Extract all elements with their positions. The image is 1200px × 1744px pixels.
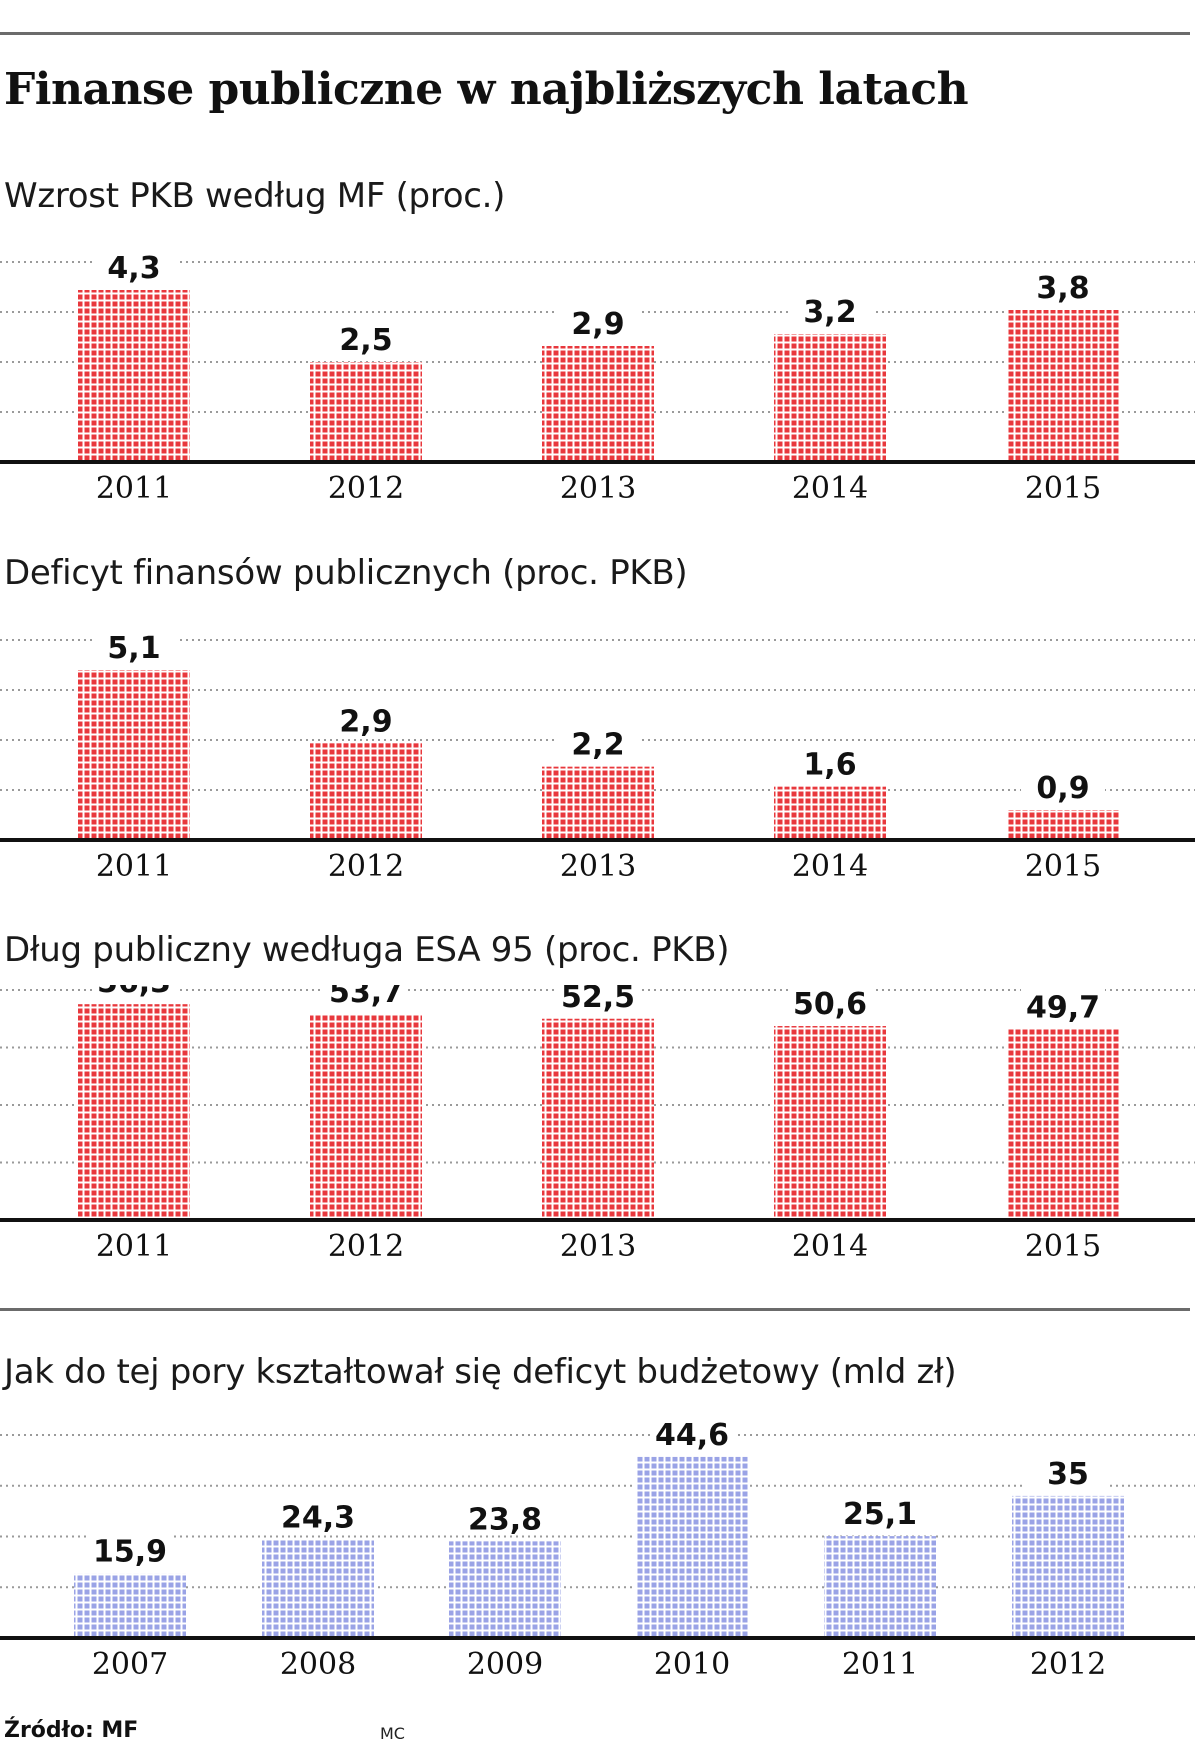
value-label-backing	[324, 701, 408, 738]
bar-2013	[542, 766, 654, 840]
bar-2011	[78, 290, 190, 462]
tick-label: 2014	[792, 471, 868, 506]
value-label-backing	[788, 292, 872, 328]
value-label-backing	[788, 985, 872, 1021]
chart-public-debt: 56,3 2011 53,7 2012 52,5 2013 50,6 2014 49,7 2015	[0, 985, 1195, 1264]
bar-2012	[1012, 1495, 1124, 1638]
tick-label: 2012	[328, 1229, 404, 1264]
top-rule	[0, 32, 1190, 35]
bar-2015	[1007, 810, 1119, 840]
chart-title-public-debt: Dług publiczny wedługa ESA 95 (proc. PKB…	[4, 930, 730, 970]
value-label-backing	[324, 985, 408, 1009]
value-label: 3,2	[803, 295, 856, 330]
tick-label: 2013	[560, 1229, 636, 1264]
bar-2013	[542, 1018, 654, 1220]
value-label-backing	[556, 304, 640, 340]
tick-label: 2014	[792, 849, 868, 884]
value-label-backing	[92, 985, 176, 999]
value-label: 24,3	[281, 1500, 355, 1535]
bar-2014	[774, 1026, 886, 1220]
tick-label: 2015	[1025, 1229, 1101, 1264]
bar-2014	[774, 334, 886, 462]
tick-label: 2012	[1030, 1647, 1106, 1682]
bar-2015	[1007, 1029, 1119, 1220]
tick-label: 2015	[1025, 849, 1101, 884]
tick-label: 2014	[792, 1229, 868, 1264]
tick-label: 2009	[467, 1647, 543, 1682]
tick-label: 2011	[96, 471, 172, 506]
value-label: 15,9	[93, 1534, 167, 1569]
value-label-backing	[838, 1494, 922, 1531]
bar-2011	[78, 670, 190, 840]
bar-2012	[310, 1014, 422, 1220]
tick-label: 2011	[96, 1229, 172, 1264]
value-label-backing	[1021, 768, 1105, 804]
bar-2015	[1007, 310, 1119, 462]
value-label: 52,5	[561, 985, 635, 1015]
source-note: Źródło: MF	[4, 1718, 139, 1743]
value-label: 3,8	[1036, 271, 1089, 306]
chart-gdp-growth: 4,3 2011 2,5 2012 2,9 2013 3,2 2014 3,8 2015	[0, 248, 1195, 506]
bar-2012	[310, 362, 422, 462]
value-label-backing	[324, 320, 408, 356]
tick-label: 2015	[1025, 471, 1101, 506]
value-label-backing	[650, 1414, 734, 1451]
value-label-backing	[1021, 268, 1105, 304]
value-label: 50,6	[793, 987, 867, 1022]
value-label: 0,9	[1036, 771, 1089, 806]
value-label: 23,8	[468, 1502, 542, 1537]
bar-2011	[78, 1004, 190, 1220]
value-label-backing	[92, 628, 176, 664]
tick-label: 2008	[280, 1647, 356, 1682]
bar-2010	[636, 1456, 748, 1638]
value-label: 1,6	[803, 748, 856, 783]
value-label: 2,2	[571, 728, 624, 763]
chart-title-budget-deficit: Jak do tej pory kształtował się deficyt …	[4, 1352, 957, 1392]
value-label: 25,1	[843, 1497, 917, 1532]
value-label: 49,7	[1026, 990, 1100, 1025]
bar-2014	[774, 786, 886, 840]
value-label-backing	[92, 248, 176, 284]
bar-2013	[542, 346, 654, 462]
tick-label: 2010	[654, 1647, 730, 1682]
chart-public-deficit: 5,1 2011 2,9 2012 2,2 2013 1,6 2014 0,9 2015	[0, 628, 1195, 884]
bar-2012	[310, 743, 422, 840]
value-label: 44,6	[655, 1418, 729, 1453]
tick-label: 2007	[92, 1647, 168, 1682]
chart-title-gdp-growth: Wzrost PKB według MF (proc.)	[4, 176, 506, 216]
value-label-backing	[88, 1531, 172, 1568]
value-label-backing	[1021, 987, 1105, 1024]
bar-2007	[74, 1573, 186, 1638]
value-label: 35	[1047, 1457, 1089, 1492]
tick-label: 2012	[328, 471, 404, 506]
section-rule	[0, 1308, 1190, 1311]
value-label: 2,9	[571, 307, 624, 342]
value-label-backing	[556, 724, 640, 761]
tick-label: 2011	[96, 849, 172, 884]
value-label: 4,3	[107, 251, 160, 286]
tick-label: 2012	[328, 849, 404, 884]
bar-2008	[262, 1539, 374, 1638]
value-label-backing	[1026, 1453, 1110, 1490]
value-label-backing	[463, 1499, 547, 1536]
bar-2011	[824, 1536, 936, 1638]
chart-title-deficit: Deficyt finansów publicznych (proc. PKB)	[4, 553, 688, 593]
tick-label: 2011	[842, 1647, 918, 1682]
value-label: 2,9	[339, 704, 392, 739]
value-label: 2,5	[339, 323, 392, 358]
tick-label: 2013	[560, 849, 636, 884]
main-title: Finanse publiczne w najbliższych latach	[4, 64, 969, 115]
value-label-backing	[788, 744, 872, 781]
tick-label: 2013	[560, 471, 636, 506]
value-label: 53,7	[329, 985, 403, 1010]
author-credit: MC	[380, 1724, 405, 1743]
value-label: 56,3	[97, 985, 171, 1000]
chart-budget-deficit: 15,9 2007 24,3 2008 23,8 2009 44,6 2010 25,1 2011…	[0, 1414, 1195, 1682]
value-label-backing	[276, 1497, 360, 1534]
bar-2009	[449, 1541, 561, 1638]
value-label: 5,1	[107, 631, 160, 666]
value-label-backing	[556, 985, 640, 1013]
